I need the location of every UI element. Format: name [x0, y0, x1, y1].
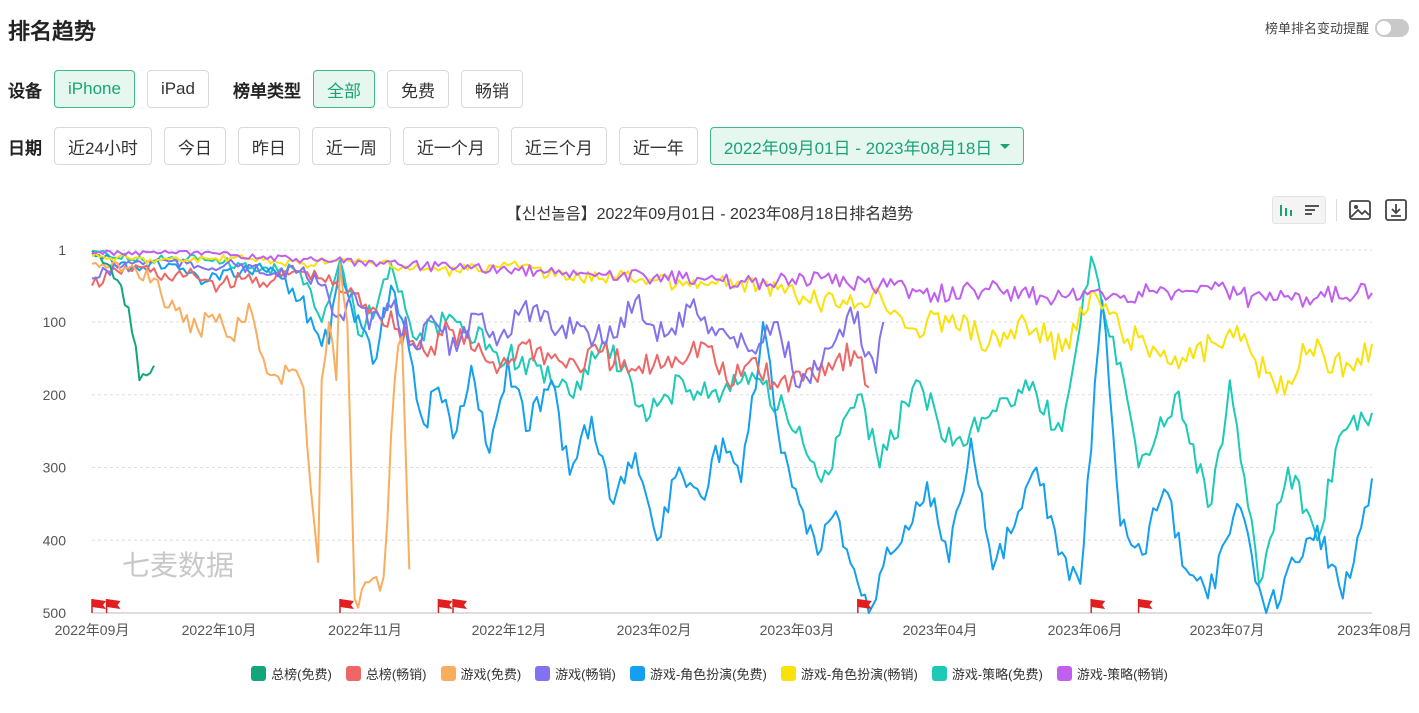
toolbar-divider: [1336, 199, 1337, 221]
device-label: 设备: [8, 81, 42, 101]
rank-alert-label: 榜单排名变动提醒: [1264, 21, 1369, 36]
x-tick-label: 2023年03月: [760, 622, 835, 638]
legend-item[interactable]: 游戏-策略(免费): [931, 664, 1043, 683]
x-tick-label: 2023年04月: [903, 622, 978, 638]
download-icon[interactable]: [1383, 197, 1409, 223]
x-axis: 2022年09月 2022年10月 2022年11月 2022年12月 2023年02月…: [55, 622, 1412, 638]
date-range-value: 2022年09月01日 - 2023年08月18日: [723, 138, 993, 158]
list-type-grossing-button[interactable]: 畅销: [460, 70, 523, 108]
list-type-free-button[interactable]: 免费: [386, 70, 449, 108]
legend-swatch: [440, 666, 456, 681]
legend-item[interactable]: 游戏-策略(畅销): [1056, 664, 1168, 683]
flag-icon[interactable]: [1090, 599, 1106, 613]
series-lines: [91, 249, 1373, 614]
y-tick-label: 1: [58, 242, 66, 258]
series-line[interactable]: [91, 264, 870, 393]
series-line[interactable]: [91, 249, 1373, 585]
series-line[interactable]: [91, 252, 1373, 396]
date-yesterday-button[interactable]: 昨日: [237, 127, 300, 165]
series-line[interactable]: [91, 250, 155, 382]
legend-label: 总榜(畅销): [365, 667, 427, 682]
legend-swatch: [1056, 666, 1072, 681]
y-tick-label: 200: [43, 387, 67, 403]
page-title: 排名趋势: [8, 19, 97, 44]
date-year-button[interactable]: 近一年: [618, 127, 698, 165]
x-tick-label: 2023年06月: [1048, 622, 1123, 638]
flag-icon[interactable]: [437, 599, 453, 613]
y-tick-label: 400: [43, 532, 67, 548]
legend-swatch: [251, 666, 267, 681]
flag-icon[interactable]: [339, 599, 354, 613]
legend-item[interactable]: 总榜(免费): [251, 664, 332, 683]
chart-toolbar: [1272, 196, 1409, 224]
legend-label: 游戏-角色扮演(畅销): [800, 667, 918, 682]
legend-label: 游戏(免费): [460, 667, 522, 682]
event-flags: [91, 599, 1153, 613]
legend-label: 游戏-角色扮演(免费): [649, 667, 767, 682]
date-label: 日期: [8, 138, 42, 158]
flag-icon[interactable]: [857, 599, 872, 613]
legend-swatch: [535, 666, 551, 681]
rank-alert-toggle[interactable]: [1375, 18, 1409, 37]
x-tick-label: 2023年08月: [1337, 622, 1412, 638]
date-today-button[interactable]: 今日: [163, 127, 226, 165]
series-line[interactable]: [91, 252, 1373, 614]
y-tick-label: 300: [43, 460, 67, 476]
legend-label: 游戏-策略(畅销): [1076, 667, 1168, 682]
x-tick-label: 2022年10月: [182, 622, 257, 638]
flag-icon[interactable]: [91, 599, 106, 613]
legend-swatch: [345, 666, 361, 681]
chevron-down-icon: [1000, 143, 1011, 149]
series-line[interactable]: [91, 249, 1373, 308]
date-row: 日期 近24小时 今日 昨日 近一周 近一个月 近三个月 近一年 2022年09…: [8, 127, 1036, 165]
chart-title: 【신선놀음】2022年09月01日 - 2023年08月18日排名趋势: [505, 206, 914, 223]
list-icon[interactable]: [1299, 197, 1325, 223]
date-3month-button[interactable]: 近三个月: [510, 127, 607, 165]
legend-item[interactable]: 游戏(免费): [440, 664, 522, 683]
series-line[interactable]: [91, 258, 885, 389]
legend-label: 游戏-策略(免费): [951, 667, 1043, 682]
date-month-button[interactable]: 近一个月: [402, 127, 499, 165]
image-icon[interactable]: [1347, 197, 1373, 223]
legend-item[interactable]: 游戏-角色扮演(免费): [629, 664, 767, 683]
view-switch: [1272, 196, 1326, 224]
flag-icon[interactable]: [452, 599, 468, 613]
x-tick-label: 2023年02月: [617, 622, 692, 638]
flag-icon[interactable]: [1137, 599, 1153, 613]
list-type-label: 榜单类型: [232, 81, 301, 101]
y-tick-label: 100: [43, 314, 67, 330]
series-line[interactable]: [91, 260, 411, 609]
legend-item[interactable]: 总榜(畅销): [345, 664, 427, 683]
x-tick-label: 2022年11月: [328, 622, 402, 638]
list-type-all-button[interactable]: 全部: [312, 70, 375, 108]
date-week-button[interactable]: 近一周: [311, 127, 391, 165]
y-tick-label: 500: [43, 605, 67, 621]
legend-item[interactable]: 游戏-角色扮演(畅销): [780, 664, 918, 683]
chart-legend: 总榜(免费) 总榜(畅销) 游戏(免费) 游戏(畅销) 游戏-角色扮演(免费) 游戏-角色…: [0, 664, 1419, 683]
x-tick-label: 2022年09月: [55, 622, 130, 638]
rank-alert: 榜单排名变动提醒: [1265, 18, 1409, 37]
legend-swatch: [629, 666, 645, 681]
x-tick-label: 2022年12月: [472, 622, 547, 638]
legend-label: 游戏(畅销): [555, 667, 616, 682]
bar-chart-icon[interactable]: [1273, 197, 1299, 223]
legend-item[interactable]: 游戏(畅销): [535, 664, 616, 683]
flag-icon[interactable]: [105, 599, 121, 613]
watermark: 七麦数据: [122, 550, 234, 581]
legend-label: 总榜(免费): [271, 667, 332, 682]
legend-swatch: [931, 666, 947, 681]
date-24h-button[interactable]: 近24小时: [54, 127, 152, 165]
legend-swatch: [780, 666, 796, 681]
x-tick-label: 2023年07月: [1190, 622, 1265, 638]
device-ipad-button[interactable]: iPad: [146, 70, 209, 108]
y-axis: 1 100 200 300 400 500: [43, 242, 67, 621]
device-iphone-button[interactable]: iPhone: [54, 70, 135, 108]
chart-grid: [92, 249, 1372, 614]
date-range-picker[interactable]: 2022年09月01日 - 2023年08月18日: [709, 127, 1025, 165]
device-row: 设备 iPhone iPad 榜单类型 全部 免费 畅销: [8, 70, 535, 108]
